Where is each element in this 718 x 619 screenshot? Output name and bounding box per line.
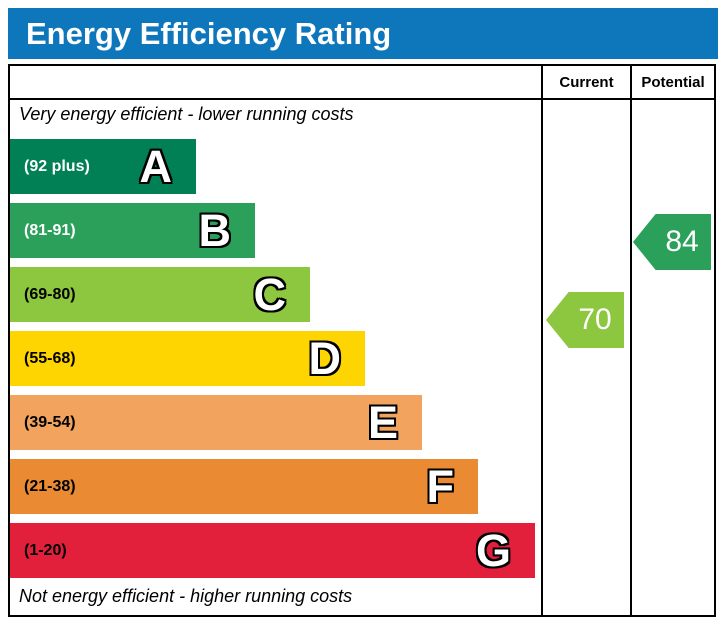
band-row-b: (81-91) B <box>10 203 255 258</box>
note-not-efficient: Not energy efficient - higher running co… <box>19 586 353 606</box>
band-letter: C <box>253 269 287 320</box>
potential-rating-value: 84 <box>665 225 699 258</box>
band-letter: B <box>198 205 232 256</box>
band-row-e: (39-54) E <box>10 395 422 450</box>
current-rating-arrow: 70 <box>546 292 624 348</box>
title-bar: Energy Efficiency Rating <box>8 8 718 59</box>
band-row-c: (69-80) C <box>10 267 310 322</box>
band-range-label: (69-80) <box>24 285 76 303</box>
band-letter: E <box>367 397 398 448</box>
potential-column-header: Potential <box>641 73 705 91</box>
potential-column-divider <box>630 66 632 615</box>
band-letter: A <box>139 141 173 192</box>
current-rating-value: 70 <box>578 303 612 336</box>
header-separator <box>10 98 714 100</box>
band-range-label: (39-54) <box>24 413 76 431</box>
band-range-label: (81-91) <box>24 221 76 239</box>
page-title: Energy Efficiency Rating <box>26 15 392 51</box>
band-letter: D <box>308 333 342 384</box>
band-row-a: (92 plus) A <box>10 139 196 194</box>
band-row-d: (55-68) D <box>10 331 365 386</box>
band-range-label: (21-38) <box>24 477 76 495</box>
band-letter: F <box>426 461 455 512</box>
rating-chart-inner: Current Potential Very energy efficient … <box>10 66 714 615</box>
note-very-efficient: Very energy efficient - lower running co… <box>19 104 354 124</box>
band-range-label: (55-68) <box>24 349 76 367</box>
band-range-label: (1-20) <box>24 541 67 559</box>
band-range-label: (92 plus) <box>24 157 90 175</box>
band-row-f: (21-38) F <box>10 459 478 514</box>
rating-chart: Current Potential Very energy efficient … <box>8 64 716 617</box>
current-column-divider <box>541 66 543 615</box>
current-column-header: Current <box>559 73 614 91</box>
band-letter: G <box>475 525 511 576</box>
potential-rating-arrow: 84 <box>633 214 711 270</box>
band-row-g: (1-20) G <box>10 523 535 578</box>
